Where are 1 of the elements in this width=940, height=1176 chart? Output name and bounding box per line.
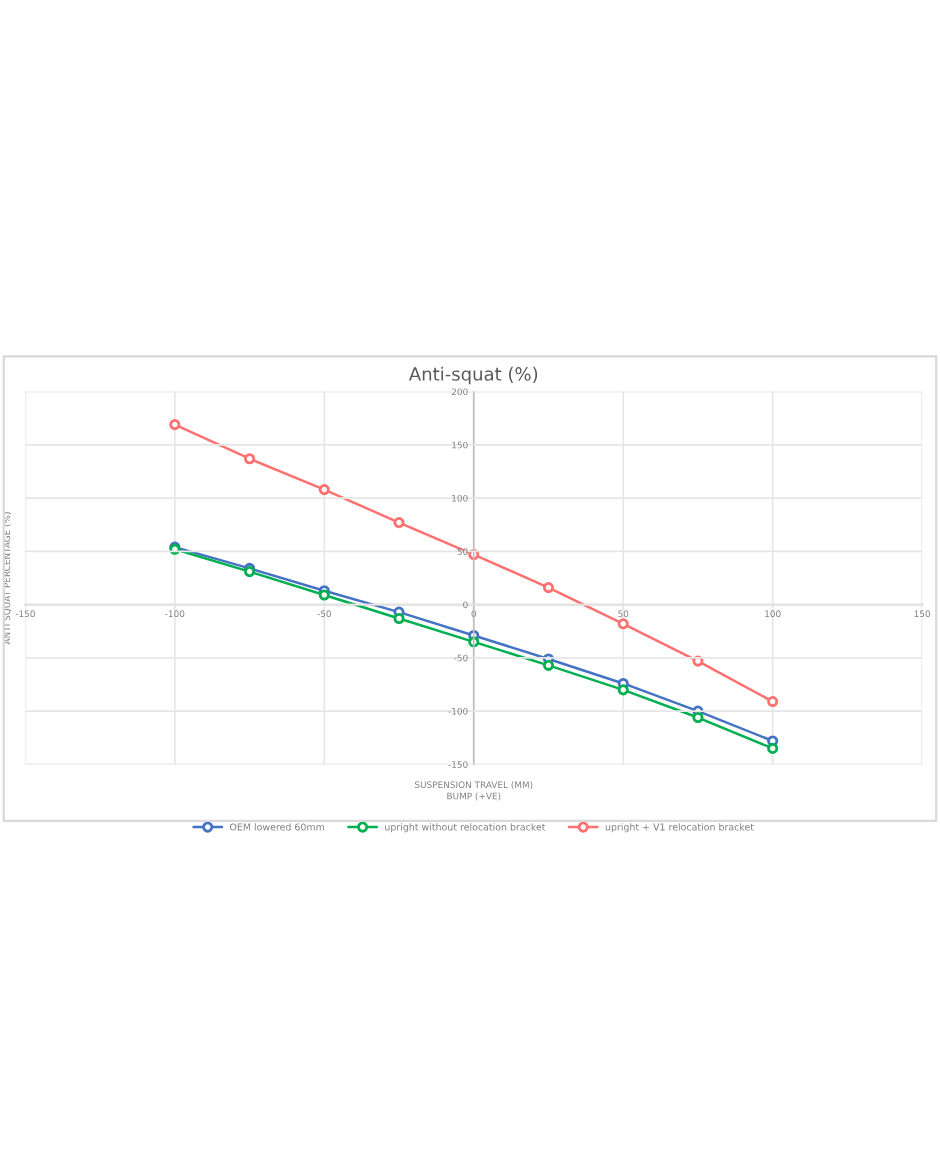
chart-title: Anti-squat (%) — [408, 366, 538, 385]
